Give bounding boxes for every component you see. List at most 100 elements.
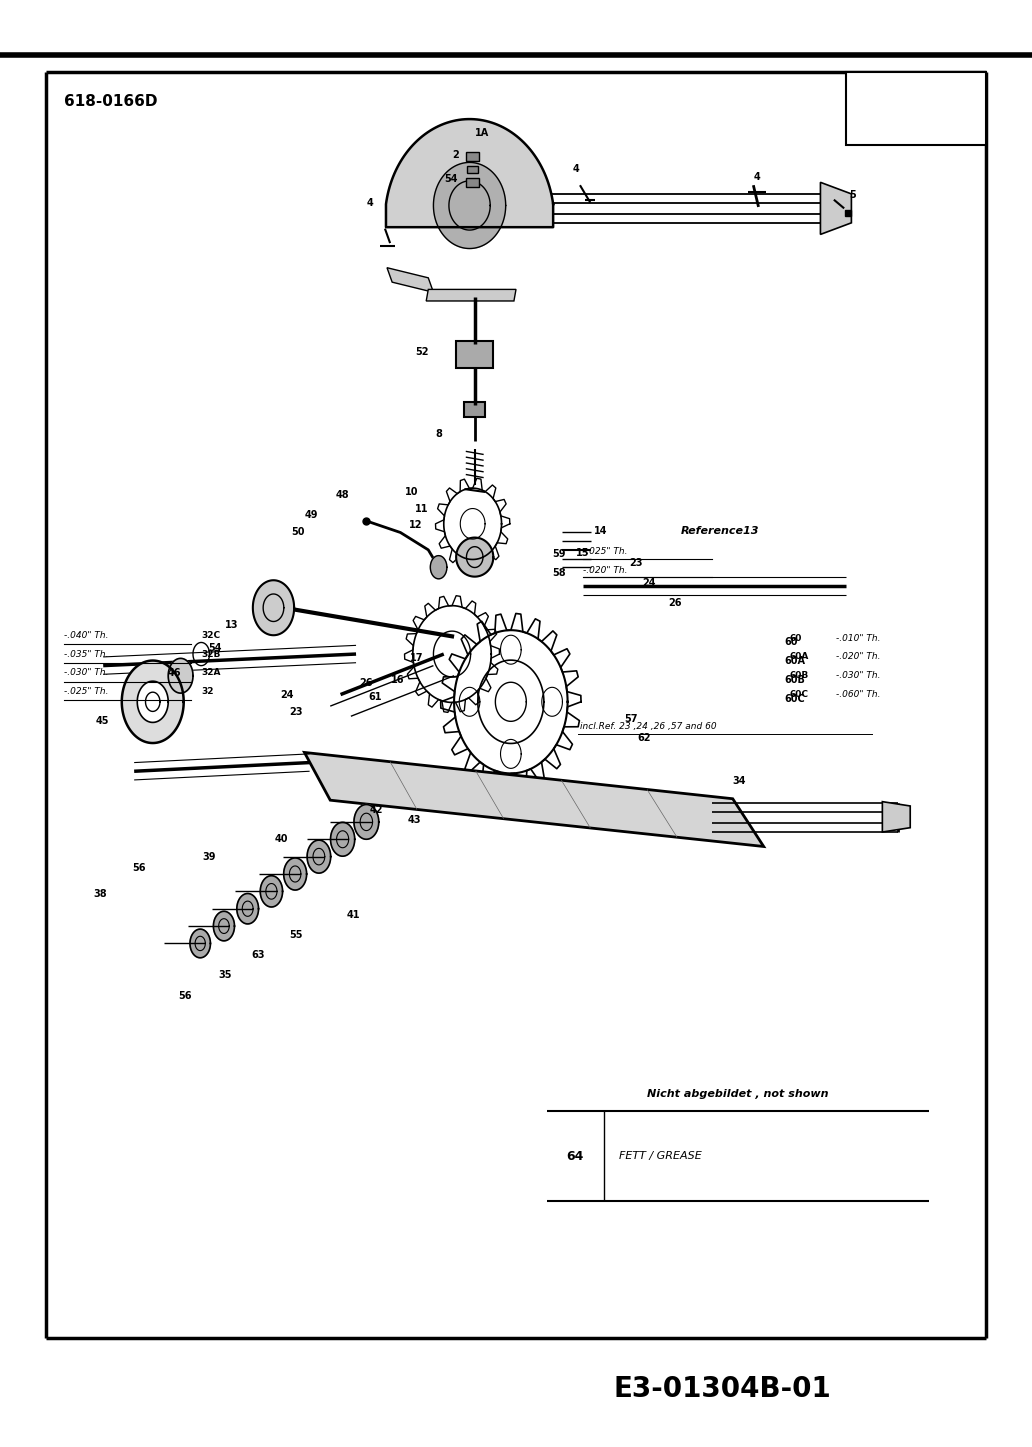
Polygon shape: [387, 268, 433, 292]
Bar: [467, 165, 478, 172]
Text: -.040" Th.: -.040" Th.: [64, 631, 108, 640]
Text: 60B: 60B: [789, 671, 809, 680]
Text: 56: 56: [132, 864, 146, 873]
Text: 32C: 32C: [201, 631, 221, 640]
Polygon shape: [330, 822, 355, 857]
Text: 23: 23: [630, 559, 643, 567]
Text: 5: 5: [849, 191, 857, 200]
Bar: [846, 72, 986, 145]
Text: -.025" Th.: -.025" Th.: [64, 687, 108, 696]
Polygon shape: [168, 658, 193, 693]
Text: 24: 24: [281, 690, 294, 699]
Text: 38: 38: [93, 890, 106, 899]
Text: 26: 26: [359, 679, 373, 687]
Text: 16: 16: [391, 676, 405, 684]
Text: 52: 52: [415, 347, 428, 356]
Text: Nicht abgebildet , not shown: Nicht abgebildet , not shown: [647, 1090, 829, 1098]
Text: 32B: 32B: [201, 650, 221, 658]
Polygon shape: [430, 556, 447, 579]
Polygon shape: [308, 841, 330, 873]
Text: 4: 4: [573, 165, 580, 174]
Text: 23: 23: [289, 708, 302, 716]
Bar: [466, 178, 479, 187]
Text: 59: 59: [552, 550, 566, 559]
Text: 60C: 60C: [789, 690, 808, 699]
Polygon shape: [122, 661, 184, 742]
Text: 46: 46: [167, 669, 181, 677]
Bar: [466, 152, 479, 161]
Text: 34: 34: [733, 777, 746, 786]
Text: 54: 54: [208, 644, 222, 653]
Polygon shape: [214, 912, 234, 941]
Polygon shape: [260, 875, 283, 907]
Text: 26: 26: [669, 599, 682, 608]
Text: 41: 41: [347, 910, 360, 919]
Text: 49: 49: [304, 511, 318, 519]
Polygon shape: [253, 580, 294, 635]
Text: -.035" Th.: -.035" Th.: [64, 650, 108, 658]
Text: 45: 45: [96, 716, 109, 725]
Text: 39: 39: [202, 852, 216, 861]
Text: 42: 42: [369, 806, 383, 815]
Text: incl.Ref. 23 ,24 ,26 ,57 and 60: incl.Ref. 23 ,24 ,26 ,57 and 60: [580, 722, 716, 731]
Text: 4: 4: [366, 198, 374, 207]
Polygon shape: [190, 929, 211, 958]
Polygon shape: [237, 894, 258, 923]
Text: 54: 54: [444, 175, 457, 184]
Text: -.025" Th.: -.025" Th.: [583, 547, 627, 556]
Text: E3-01304B-01: E3-01304B-01: [614, 1375, 831, 1404]
Text: -.020" Th.: -.020" Th.: [836, 653, 880, 661]
Text: 1A: 1A: [475, 129, 489, 137]
Polygon shape: [820, 182, 851, 234]
Text: 24: 24: [642, 579, 655, 587]
Bar: [464, 402, 485, 417]
Text: 11: 11: [415, 505, 428, 514]
Text: 15: 15: [576, 548, 589, 557]
Text: FETT / GREASE: FETT / GREASE: [619, 1152, 702, 1160]
Text: 58: 58: [552, 569, 566, 577]
Polygon shape: [386, 119, 553, 227]
Text: 35: 35: [219, 971, 232, 980]
Text: 60: 60: [784, 638, 798, 647]
Text: 56: 56: [179, 991, 192, 1000]
Text: 14: 14: [594, 527, 608, 535]
Text: 57: 57: [624, 715, 638, 724]
Text: 40: 40: [275, 835, 288, 844]
Text: 8: 8: [436, 430, 443, 438]
Text: 2: 2: [452, 150, 459, 159]
Text: 43: 43: [408, 816, 421, 825]
Polygon shape: [882, 802, 910, 832]
Polygon shape: [304, 752, 764, 846]
Text: 63: 63: [252, 951, 265, 959]
Polygon shape: [433, 162, 506, 249]
Polygon shape: [284, 858, 307, 890]
Text: 32: 32: [201, 687, 214, 696]
Text: 64: 64: [567, 1150, 583, 1162]
Text: 1: 1: [909, 100, 922, 117]
Text: Reference13: Reference13: [681, 527, 760, 535]
Text: -.060" Th.: -.060" Th.: [836, 690, 880, 699]
Text: -.030" Th.: -.030" Th.: [64, 669, 108, 677]
Polygon shape: [426, 289, 516, 301]
Polygon shape: [456, 538, 493, 576]
Text: 55: 55: [289, 930, 302, 939]
Text: 60B: 60B: [784, 676, 805, 684]
Text: -.010" Th.: -.010" Th.: [836, 634, 880, 642]
Text: -.020" Th.: -.020" Th.: [583, 566, 627, 574]
Text: 17: 17: [410, 654, 423, 663]
Text: 12: 12: [409, 521, 422, 530]
Text: 10: 10: [405, 488, 418, 496]
Text: -.030" Th.: -.030" Th.: [836, 671, 880, 680]
Text: 60: 60: [789, 634, 802, 642]
Text: 62: 62: [638, 734, 651, 742]
Polygon shape: [354, 805, 379, 839]
Text: 60A: 60A: [784, 657, 805, 666]
Text: 618-0166D: 618-0166D: [64, 94, 158, 109]
Text: 48: 48: [335, 491, 349, 499]
Text: 50: 50: [291, 528, 304, 537]
Text: 32A: 32A: [201, 669, 221, 677]
Polygon shape: [137, 682, 168, 722]
Text: 13: 13: [225, 621, 238, 629]
Text: 60C: 60C: [784, 695, 805, 703]
Text: 4: 4: [753, 172, 761, 181]
